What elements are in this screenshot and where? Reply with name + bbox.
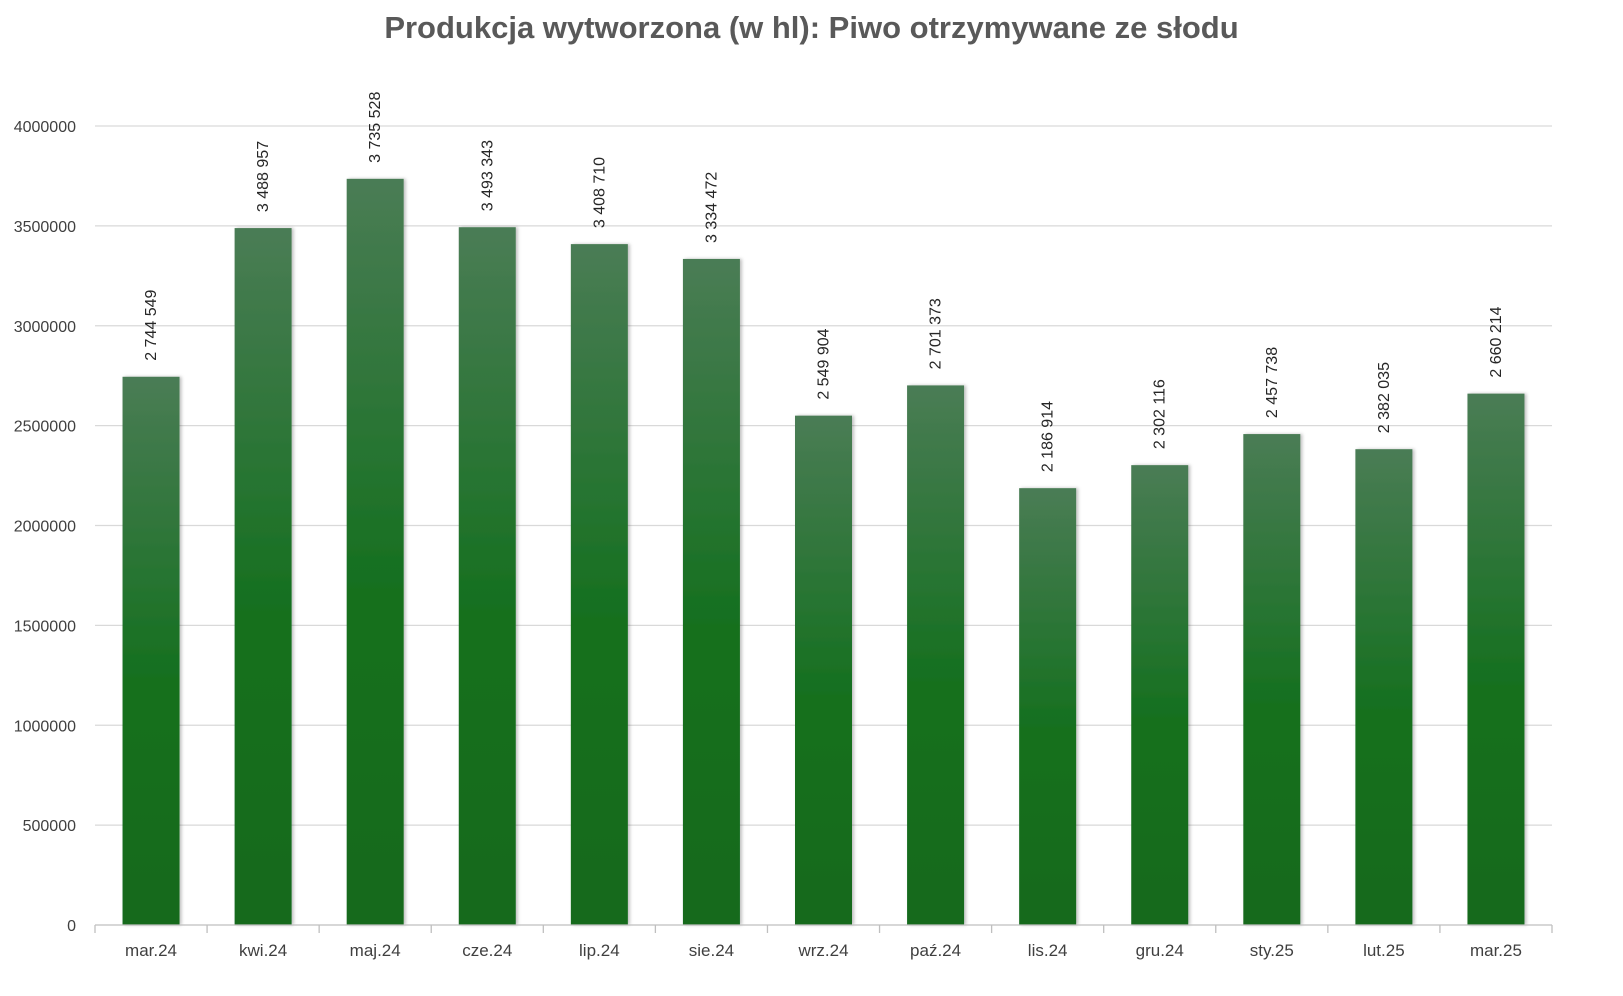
- data-labels: 2 744 549 3 488 957 3 735 528 3 493 343 3 40…: [143, 92, 1505, 473]
- data-label: 2 660 214: [1488, 306, 1505, 377]
- x-tick-label: mar.24: [125, 941, 177, 960]
- y-tick-label: 0: [67, 918, 76, 935]
- y-tick-label: 2000000: [14, 519, 76, 536]
- x-tick-label: paź.24: [910, 941, 961, 960]
- bar: [1131, 465, 1189, 925]
- x-tick-label: kwi.24: [239, 941, 287, 960]
- data-label: 2 382 035: [1376, 362, 1393, 433]
- x-tick-label: sty.25: [1250, 941, 1294, 960]
- data-label: 2 186 914: [1040, 401, 1057, 472]
- bar: [346, 178, 404, 926]
- data-label: 2 457 738: [1264, 347, 1281, 418]
- bar: [570, 244, 628, 926]
- bar: [1355, 449, 1413, 925]
- bar: [458, 227, 516, 926]
- bar: [1019, 488, 1077, 925]
- bar: [1467, 393, 1525, 925]
- x-axis: [94, 924, 1553, 933]
- data-label: 3 408 710: [591, 157, 608, 228]
- y-tick-label: 1000000: [14, 718, 76, 735]
- x-tick-label: gru.24: [1136, 941, 1184, 960]
- x-tick-label: wrz.24: [797, 941, 848, 960]
- y-tick-label: 3500000: [14, 219, 76, 236]
- x-tick-label: maj.24: [350, 941, 401, 960]
- y-tick-label: 500000: [23, 818, 76, 835]
- x-tick-label: lis.24: [1028, 941, 1068, 960]
- data-label: 2 302 116: [1152, 379, 1169, 449]
- data-label: 2 701 373: [928, 298, 945, 369]
- x-tick-label: mar.25: [1470, 941, 1522, 960]
- bar: [907, 385, 965, 925]
- y-tick-label: 2500000: [14, 419, 76, 436]
- x-tick-label: lip.24: [579, 941, 620, 960]
- y-tick-label: 1500000: [14, 618, 76, 635]
- data-label: 2 549 904: [816, 328, 833, 399]
- data-label: 2 744 549: [143, 289, 160, 360]
- chart-title: Produkcja wytworzona (w hl): Piwo otrzym…: [384, 10, 1239, 45]
- bar: [682, 258, 740, 925]
- bar: [1243, 434, 1301, 925]
- x-tick-label: lut.25: [1363, 941, 1405, 960]
- x-axis-ticks: mar.24 kwi.24 maj.24 cze.24 lip.24 sie.24 wrz.…: [125, 941, 1522, 960]
- data-label: 3 334 472: [703, 172, 720, 243]
- y-tick-label: 4000000: [14, 119, 76, 136]
- bars: [122, 178, 1525, 926]
- y-tick-label: 3000000: [14, 319, 76, 336]
- bar: [122, 376, 180, 925]
- y-axis-ticks: 0 500000 1000000 1500000 2000000 2500000 30000…: [14, 119, 76, 935]
- data-label: 3 488 957: [255, 141, 272, 212]
- x-tick-label: sie.24: [689, 941, 734, 960]
- bar: [795, 415, 852, 925]
- x-tick-label: cze.24: [462, 941, 512, 960]
- data-label: 3 735 528: [367, 92, 384, 163]
- bar: [234, 228, 292, 926]
- data-label: 3 493 343: [479, 140, 496, 211]
